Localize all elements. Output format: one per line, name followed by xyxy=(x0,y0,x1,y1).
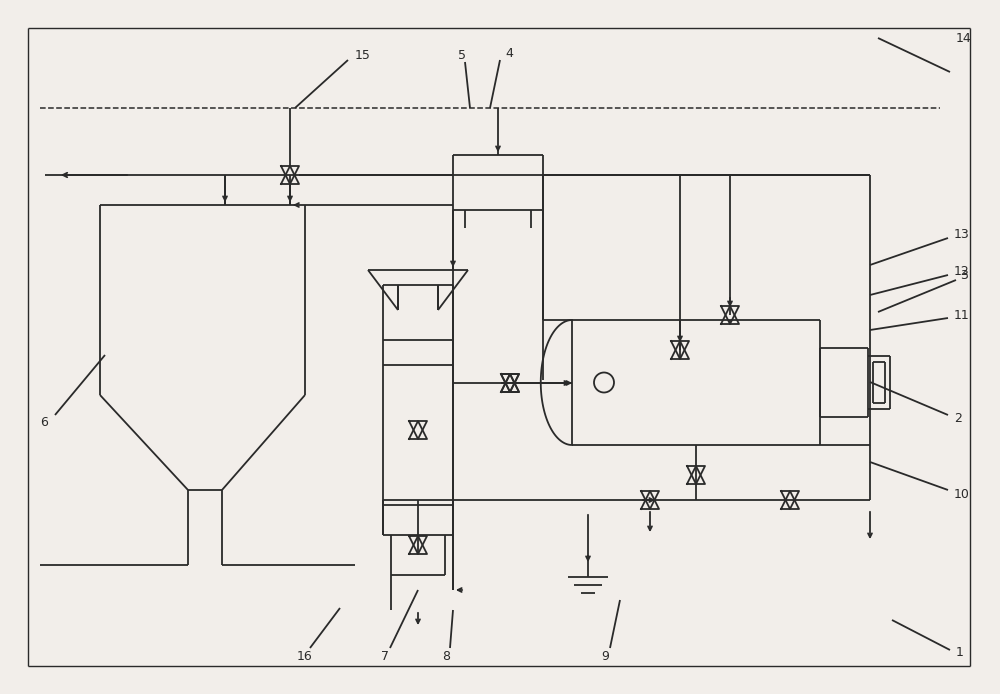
Text: 14: 14 xyxy=(956,31,972,44)
Text: 6: 6 xyxy=(40,416,48,428)
Text: 15: 15 xyxy=(355,49,371,62)
Text: 1: 1 xyxy=(956,645,964,659)
Text: 5: 5 xyxy=(458,49,466,62)
Text: 9: 9 xyxy=(601,650,609,663)
Text: 3: 3 xyxy=(960,269,968,282)
Text: 7: 7 xyxy=(381,650,389,663)
Text: 8: 8 xyxy=(442,650,450,663)
Text: 11: 11 xyxy=(954,309,970,321)
Text: 13: 13 xyxy=(954,228,970,241)
Text: 10: 10 xyxy=(954,487,970,500)
Text: 4: 4 xyxy=(505,46,513,60)
Text: 16: 16 xyxy=(297,650,313,663)
Text: 2: 2 xyxy=(954,412,962,425)
Text: 12: 12 xyxy=(954,264,970,278)
